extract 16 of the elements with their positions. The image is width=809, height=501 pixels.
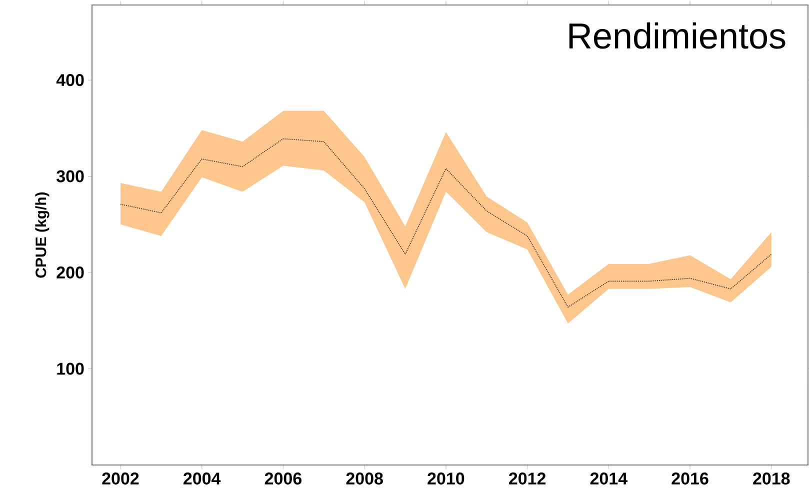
- x-tick-label: 2006: [264, 472, 302, 485]
- y-tick-label: 300: [56, 170, 84, 182]
- x-tick-label: 2018: [753, 472, 790, 485]
- y-tick-label: 100: [57, 362, 84, 375]
- y-tick-label: 400: [56, 74, 84, 86]
- line-series: [120, 138, 772, 308]
- y-axis-title: CPUE (kg/h): [35, 192, 50, 278]
- y-tick-label: 200: [56, 266, 84, 279]
- chart-title: Rendimientos: [569, 22, 786, 49]
- x-tick-label: 2014: [590, 472, 628, 485]
- x-tick-label: 2004: [184, 472, 221, 485]
- x-tick-label: 2016: [672, 472, 708, 485]
- x-tick-label: 2012: [508, 472, 546, 485]
- x-tick-label: 2010: [428, 472, 464, 485]
- x-tick-label: 2008: [346, 472, 383, 485]
- x-tick-label: 2002: [102, 472, 139, 485]
